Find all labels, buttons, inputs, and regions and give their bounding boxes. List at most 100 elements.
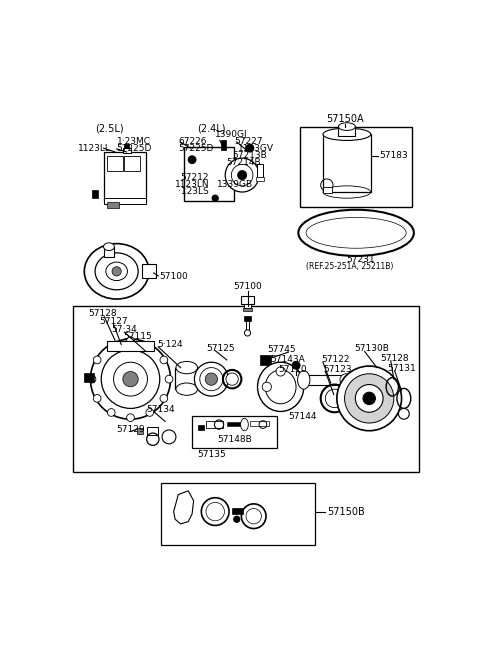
Text: 57225D: 57225D (117, 145, 152, 154)
Bar (300, 127, 411, 208)
Ellipse shape (340, 374, 352, 386)
Bar (250, 422, 269, 426)
Bar (243, 308, 252, 311)
Ellipse shape (194, 362, 228, 396)
Bar (124, 143, 129, 148)
Ellipse shape (108, 409, 115, 417)
Ellipse shape (88, 375, 96, 383)
Bar (104, 198, 146, 204)
Text: 57148B: 57148B (217, 435, 252, 443)
Ellipse shape (398, 409, 409, 419)
Ellipse shape (206, 503, 225, 521)
Bar (142, 263, 156, 277)
Bar (240, 296, 254, 304)
Text: 57150B: 57150B (327, 507, 365, 516)
Text: 57128: 57128 (88, 309, 117, 318)
Text: 1123GV: 1123GV (238, 145, 274, 154)
Text: 57127: 57127 (100, 317, 128, 326)
Text: 57131: 57131 (387, 364, 416, 373)
Text: 57231: 57231 (346, 256, 375, 264)
Ellipse shape (246, 509, 262, 524)
Bar (323, 187, 332, 193)
Text: 57120: 57120 (278, 365, 307, 374)
Bar (232, 508, 243, 514)
Ellipse shape (93, 356, 101, 364)
Ellipse shape (200, 367, 223, 391)
Text: 57115: 57115 (123, 332, 152, 341)
Bar (104, 246, 114, 258)
Ellipse shape (338, 123, 355, 131)
Text: 1123LL: 1123LL (78, 144, 111, 152)
Ellipse shape (104, 243, 114, 250)
Bar (260, 355, 271, 365)
Text: 57225D: 57225D (178, 145, 214, 154)
Ellipse shape (258, 362, 304, 411)
Text: (REF.25-251A, 25211B): (REF.25-251A, 25211B) (306, 262, 394, 271)
Bar (192, 416, 277, 449)
Text: 57129: 57129 (117, 424, 145, 434)
Ellipse shape (323, 128, 371, 141)
Text: 57150A: 57150A (326, 114, 363, 124)
Ellipse shape (345, 374, 394, 423)
Ellipse shape (108, 342, 115, 350)
Bar (92, 191, 98, 198)
Text: 57144: 57144 (288, 411, 317, 420)
Bar (137, 428, 143, 434)
Bar (108, 340, 154, 351)
Ellipse shape (146, 409, 154, 417)
Text: 57143A: 57143A (271, 355, 305, 365)
Ellipse shape (106, 262, 127, 281)
Bar (338, 127, 355, 136)
Ellipse shape (276, 367, 285, 376)
Text: 1·23MC: 1·23MC (117, 137, 151, 147)
Text: 57214B: 57214B (227, 158, 262, 168)
Ellipse shape (265, 370, 296, 404)
Text: 1123LN: 1123LN (175, 180, 210, 189)
Ellipse shape (101, 350, 160, 409)
Text: 57100: 57100 (233, 283, 262, 291)
Text: 57122: 57122 (322, 355, 350, 365)
Ellipse shape (292, 361, 300, 369)
Ellipse shape (160, 356, 168, 364)
Ellipse shape (299, 210, 414, 256)
Text: 57134: 57134 (146, 405, 175, 415)
Ellipse shape (298, 371, 310, 389)
Ellipse shape (240, 419, 248, 431)
Bar (84, 373, 94, 382)
Text: 67226: 67226 (178, 137, 207, 147)
Bar (147, 427, 158, 434)
Ellipse shape (244, 330, 251, 336)
Ellipse shape (238, 170, 247, 180)
Bar (124, 156, 140, 171)
Ellipse shape (262, 382, 271, 392)
Text: 57·34: 57·34 (111, 325, 137, 334)
Ellipse shape (337, 366, 402, 431)
Ellipse shape (246, 145, 254, 152)
Ellipse shape (234, 516, 240, 522)
Ellipse shape (325, 389, 344, 407)
Ellipse shape (84, 244, 149, 299)
Bar (323, 134, 371, 192)
Ellipse shape (146, 342, 154, 350)
Bar (257, 164, 263, 177)
Bar (206, 420, 223, 428)
Text: 57227: 57227 (234, 137, 263, 147)
Ellipse shape (231, 164, 253, 186)
Text: 57745: 57745 (267, 346, 296, 354)
Ellipse shape (306, 217, 406, 248)
Bar (221, 141, 226, 150)
Ellipse shape (165, 375, 173, 383)
Bar (175, 367, 198, 389)
Bar (244, 304, 252, 308)
Ellipse shape (176, 361, 197, 374)
Bar (184, 147, 234, 200)
Ellipse shape (355, 384, 383, 412)
Bar (161, 483, 315, 545)
Ellipse shape (123, 371, 138, 387)
Text: ·123LS: ·123LS (178, 187, 209, 196)
Text: 57213B: 57213B (232, 151, 267, 160)
Ellipse shape (90, 339, 170, 419)
Bar (104, 152, 146, 202)
Ellipse shape (127, 337, 134, 344)
Bar (227, 422, 240, 426)
